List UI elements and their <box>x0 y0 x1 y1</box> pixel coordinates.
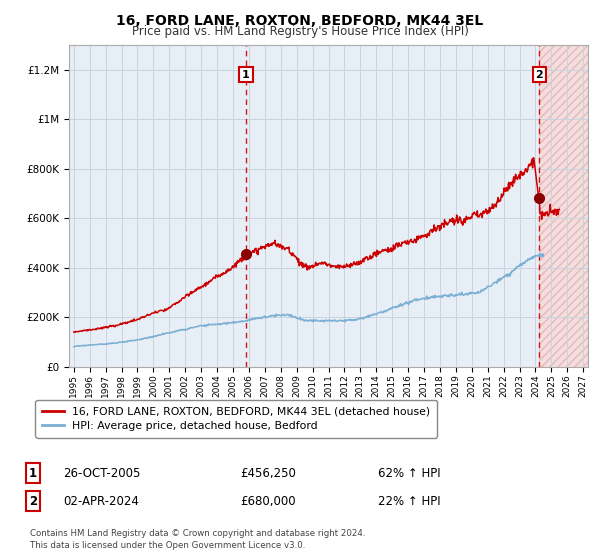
Text: £456,250: £456,250 <box>240 466 296 480</box>
Text: 22% ↑ HPI: 22% ↑ HPI <box>378 494 440 508</box>
Bar <box>539 45 591 367</box>
Text: 2: 2 <box>536 69 544 80</box>
Text: 62% ↑ HPI: 62% ↑ HPI <box>378 466 440 480</box>
Text: Contains HM Land Registry data © Crown copyright and database right 2024.
This d: Contains HM Land Registry data © Crown c… <box>30 529 365 550</box>
Text: 1: 1 <box>242 69 250 80</box>
Bar <box>539 45 591 367</box>
Legend: 16, FORD LANE, ROXTON, BEDFORD, MK44 3EL (detached house), HPI: Average price, d: 16, FORD LANE, ROXTON, BEDFORD, MK44 3EL… <box>35 400 437 437</box>
Text: 1: 1 <box>29 466 37 480</box>
Text: 2: 2 <box>29 494 37 508</box>
Text: 26-OCT-2005: 26-OCT-2005 <box>63 466 140 480</box>
Text: Price paid vs. HM Land Registry's House Price Index (HPI): Price paid vs. HM Land Registry's House … <box>131 25 469 38</box>
Text: £680,000: £680,000 <box>240 494 296 508</box>
Text: 16, FORD LANE, ROXTON, BEDFORD, MK44 3EL: 16, FORD LANE, ROXTON, BEDFORD, MK44 3EL <box>116 14 484 28</box>
Text: 02-APR-2024: 02-APR-2024 <box>63 494 139 508</box>
